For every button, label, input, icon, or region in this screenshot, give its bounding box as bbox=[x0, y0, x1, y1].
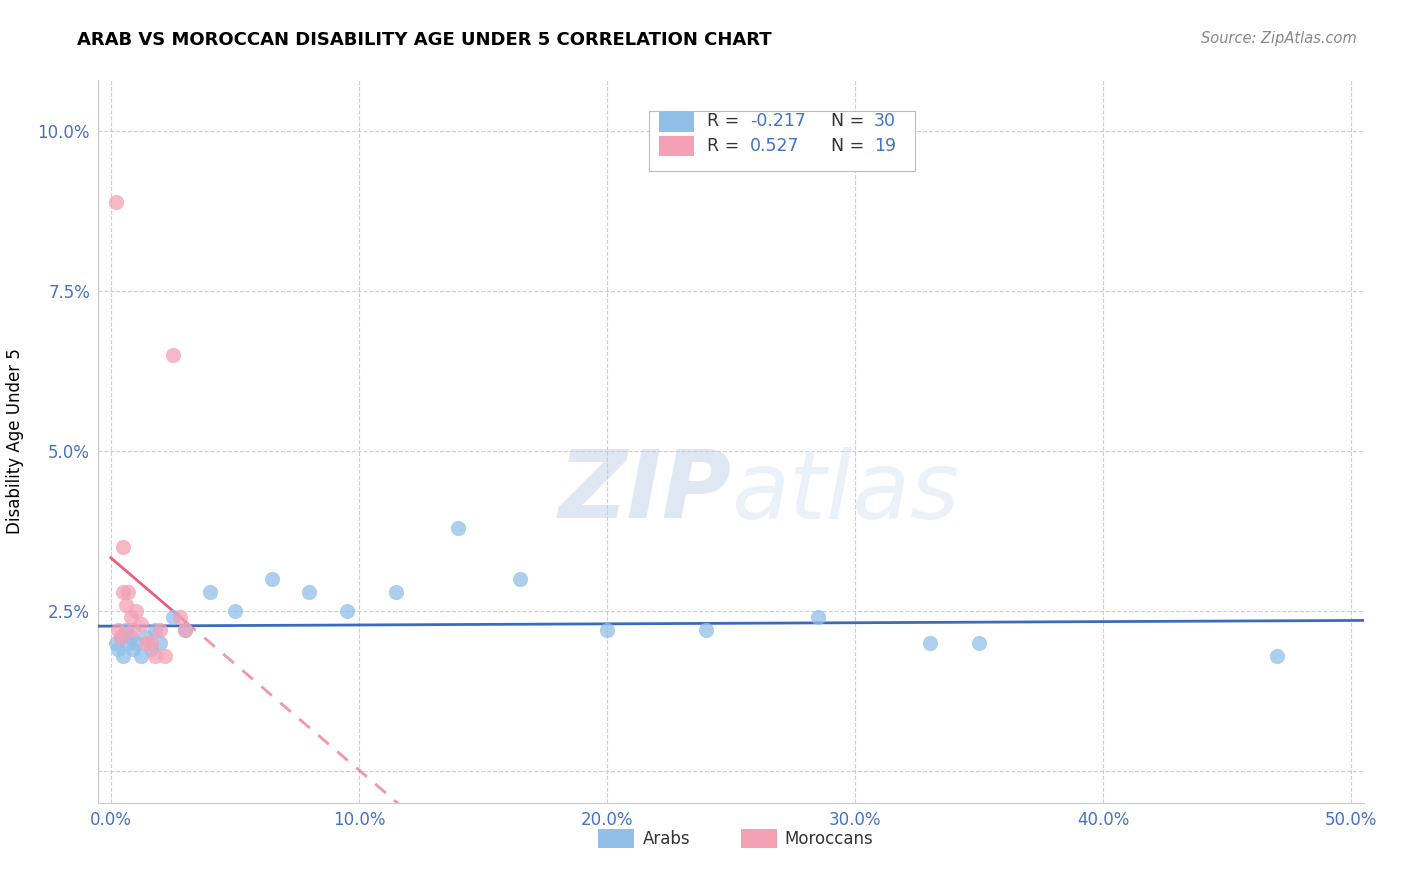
FancyBboxPatch shape bbox=[648, 112, 914, 170]
Point bbox=[120, 610, 142, 624]
Point bbox=[112, 584, 135, 599]
Point bbox=[335, 604, 357, 618]
Point bbox=[107, 642, 129, 657]
Text: R =: R = bbox=[707, 112, 745, 130]
Point bbox=[1265, 648, 1288, 663]
Text: ARAB VS MOROCCAN DISABILITY AGE UNDER 5 CORRELATION CHART: ARAB VS MOROCCAN DISABILITY AGE UNDER 5 … bbox=[77, 31, 772, 49]
Point bbox=[114, 598, 136, 612]
Point bbox=[967, 636, 990, 650]
Point bbox=[107, 623, 129, 637]
Point bbox=[162, 348, 184, 362]
Point bbox=[124, 636, 146, 650]
Point bbox=[162, 610, 184, 624]
Point bbox=[110, 630, 132, 644]
Point bbox=[122, 642, 145, 657]
Point bbox=[110, 630, 132, 644]
Point bbox=[117, 584, 139, 599]
Text: Moroccans: Moroccans bbox=[785, 830, 873, 848]
Point bbox=[695, 623, 717, 637]
Text: Arabs: Arabs bbox=[643, 830, 690, 848]
Point bbox=[385, 584, 408, 599]
Text: N =: N = bbox=[831, 112, 870, 130]
Text: R =: R = bbox=[707, 137, 745, 155]
Text: 19: 19 bbox=[875, 137, 896, 155]
Point bbox=[298, 584, 321, 599]
Point bbox=[169, 610, 191, 624]
Point bbox=[149, 623, 172, 637]
FancyBboxPatch shape bbox=[659, 136, 695, 156]
Point bbox=[447, 521, 470, 535]
Point bbox=[135, 636, 157, 650]
Point bbox=[262, 572, 284, 586]
Point bbox=[124, 604, 146, 618]
Point bbox=[145, 623, 167, 637]
Point bbox=[139, 636, 162, 650]
Point bbox=[139, 642, 162, 657]
Point bbox=[104, 194, 127, 209]
Point bbox=[135, 630, 157, 644]
Point bbox=[145, 648, 167, 663]
Text: 30: 30 bbox=[875, 112, 896, 130]
Point bbox=[112, 540, 135, 554]
Point bbox=[122, 623, 145, 637]
Text: 0.527: 0.527 bbox=[751, 137, 800, 155]
Point bbox=[174, 623, 197, 637]
FancyBboxPatch shape bbox=[741, 829, 776, 847]
Point bbox=[129, 648, 152, 663]
Point bbox=[509, 572, 531, 586]
Point bbox=[149, 636, 172, 650]
Y-axis label: Disability Age Under 5: Disability Age Under 5 bbox=[6, 349, 24, 534]
Point bbox=[807, 610, 830, 624]
Text: ZIP: ZIP bbox=[558, 446, 731, 538]
Point bbox=[114, 623, 136, 637]
Point bbox=[918, 636, 941, 650]
Point bbox=[198, 584, 221, 599]
Point bbox=[117, 636, 139, 650]
Point bbox=[104, 636, 127, 650]
Point bbox=[155, 648, 177, 663]
Point bbox=[174, 623, 197, 637]
Text: Source: ZipAtlas.com: Source: ZipAtlas.com bbox=[1201, 31, 1357, 46]
Point bbox=[224, 604, 246, 618]
Point bbox=[596, 623, 619, 637]
Text: N =: N = bbox=[831, 137, 870, 155]
Text: -0.217: -0.217 bbox=[751, 112, 806, 130]
FancyBboxPatch shape bbox=[659, 112, 695, 132]
Point bbox=[129, 616, 152, 631]
Text: atlas: atlas bbox=[731, 447, 959, 538]
Point bbox=[120, 630, 142, 644]
Point bbox=[112, 648, 135, 663]
FancyBboxPatch shape bbox=[599, 829, 634, 847]
